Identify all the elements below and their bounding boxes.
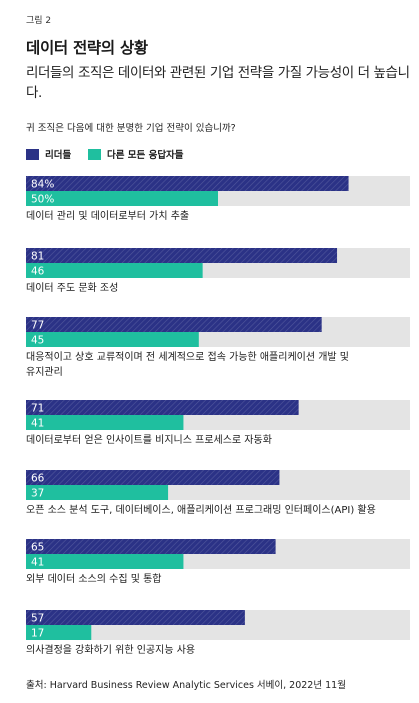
category-label: 데이터로부터 얻은 인사이트를 비지니스 프로세스로 자동화 xyxy=(26,434,272,446)
bar-leaders xyxy=(26,610,245,625)
bar-others xyxy=(26,263,203,278)
bar-others xyxy=(26,332,199,347)
chart-subtitle: 리더들의 조직은 데이터와 관련된 기업 전략을 가질 가능성이 더 높습니다. xyxy=(26,65,410,101)
bar-leaders xyxy=(26,539,276,554)
data-label-others: 46 xyxy=(31,266,45,278)
category-label: 의사결정을 강화하기 위한 인공지능 사용 xyxy=(26,643,195,656)
bar-leaders xyxy=(26,400,299,415)
source-note: 출처: Harvard Business Review Analytic Ser… xyxy=(26,680,346,691)
survey-question: 귀 조직은 다음에 대한 분명한 기업 전략이 있습니까? xyxy=(26,123,236,134)
data-label-leaders: 66 xyxy=(31,473,45,485)
bar-others xyxy=(26,485,169,500)
category-label: 데이터 주도 문화 조성 xyxy=(26,282,118,294)
data-label-others: 41 xyxy=(31,557,44,569)
figure-label: 그림 2 xyxy=(26,16,52,26)
bar-others xyxy=(26,415,184,430)
data-label-others: 37 xyxy=(31,488,44,500)
data-label-others: 50% xyxy=(31,194,54,206)
data-label-others: 17 xyxy=(31,628,44,640)
bar-leaders xyxy=(26,248,338,263)
category-label: 오픈 소스 분석 도구, 데이터베이스, 애플리케이션 프로그래밍 인터페이스(… xyxy=(26,503,376,516)
bar-leaders xyxy=(26,317,322,332)
category-label: 데이터 관리 및 데이터로부터 가치 추출 xyxy=(26,210,189,222)
bar-others xyxy=(26,554,184,569)
category-label: 외부 데이터 소스의 수집 및 통합 xyxy=(26,573,162,585)
category-label: 유지관리 xyxy=(26,366,63,378)
bar-track xyxy=(26,625,410,640)
category-label: 대응적이고 상호 교류적이며 전 세계적으로 접속 가능한 애플리케이션 개발 … xyxy=(26,351,349,363)
legend-item-others: 다른 모든 응답자들 xyxy=(88,147,184,161)
bar-leaders xyxy=(26,470,280,485)
bar-others xyxy=(26,625,92,640)
data-label-leaders: 84% xyxy=(31,179,54,191)
chart-title: 데이터 전략의 상황 xyxy=(26,39,148,57)
data-label-leaders: 57 xyxy=(31,613,44,625)
data-label-others: 45 xyxy=(31,335,44,347)
data-label-leaders: 71 xyxy=(31,403,44,415)
data-label-others: 41 xyxy=(31,418,44,430)
bar-leaders xyxy=(26,176,349,191)
data-label-leaders: 81 xyxy=(31,251,44,263)
legend-label-leaders: 리더들 xyxy=(45,150,72,161)
legend-swatch-others xyxy=(88,148,101,160)
bar-others xyxy=(26,191,218,206)
legend-swatch-leaders xyxy=(26,148,39,160)
legend-item-leaders: 리더들 xyxy=(26,147,71,161)
data-label-leaders: 65 xyxy=(31,542,44,554)
legend-label-others: 다른 모든 응답자들 xyxy=(107,150,184,161)
data-label-leaders: 77 xyxy=(31,320,44,332)
